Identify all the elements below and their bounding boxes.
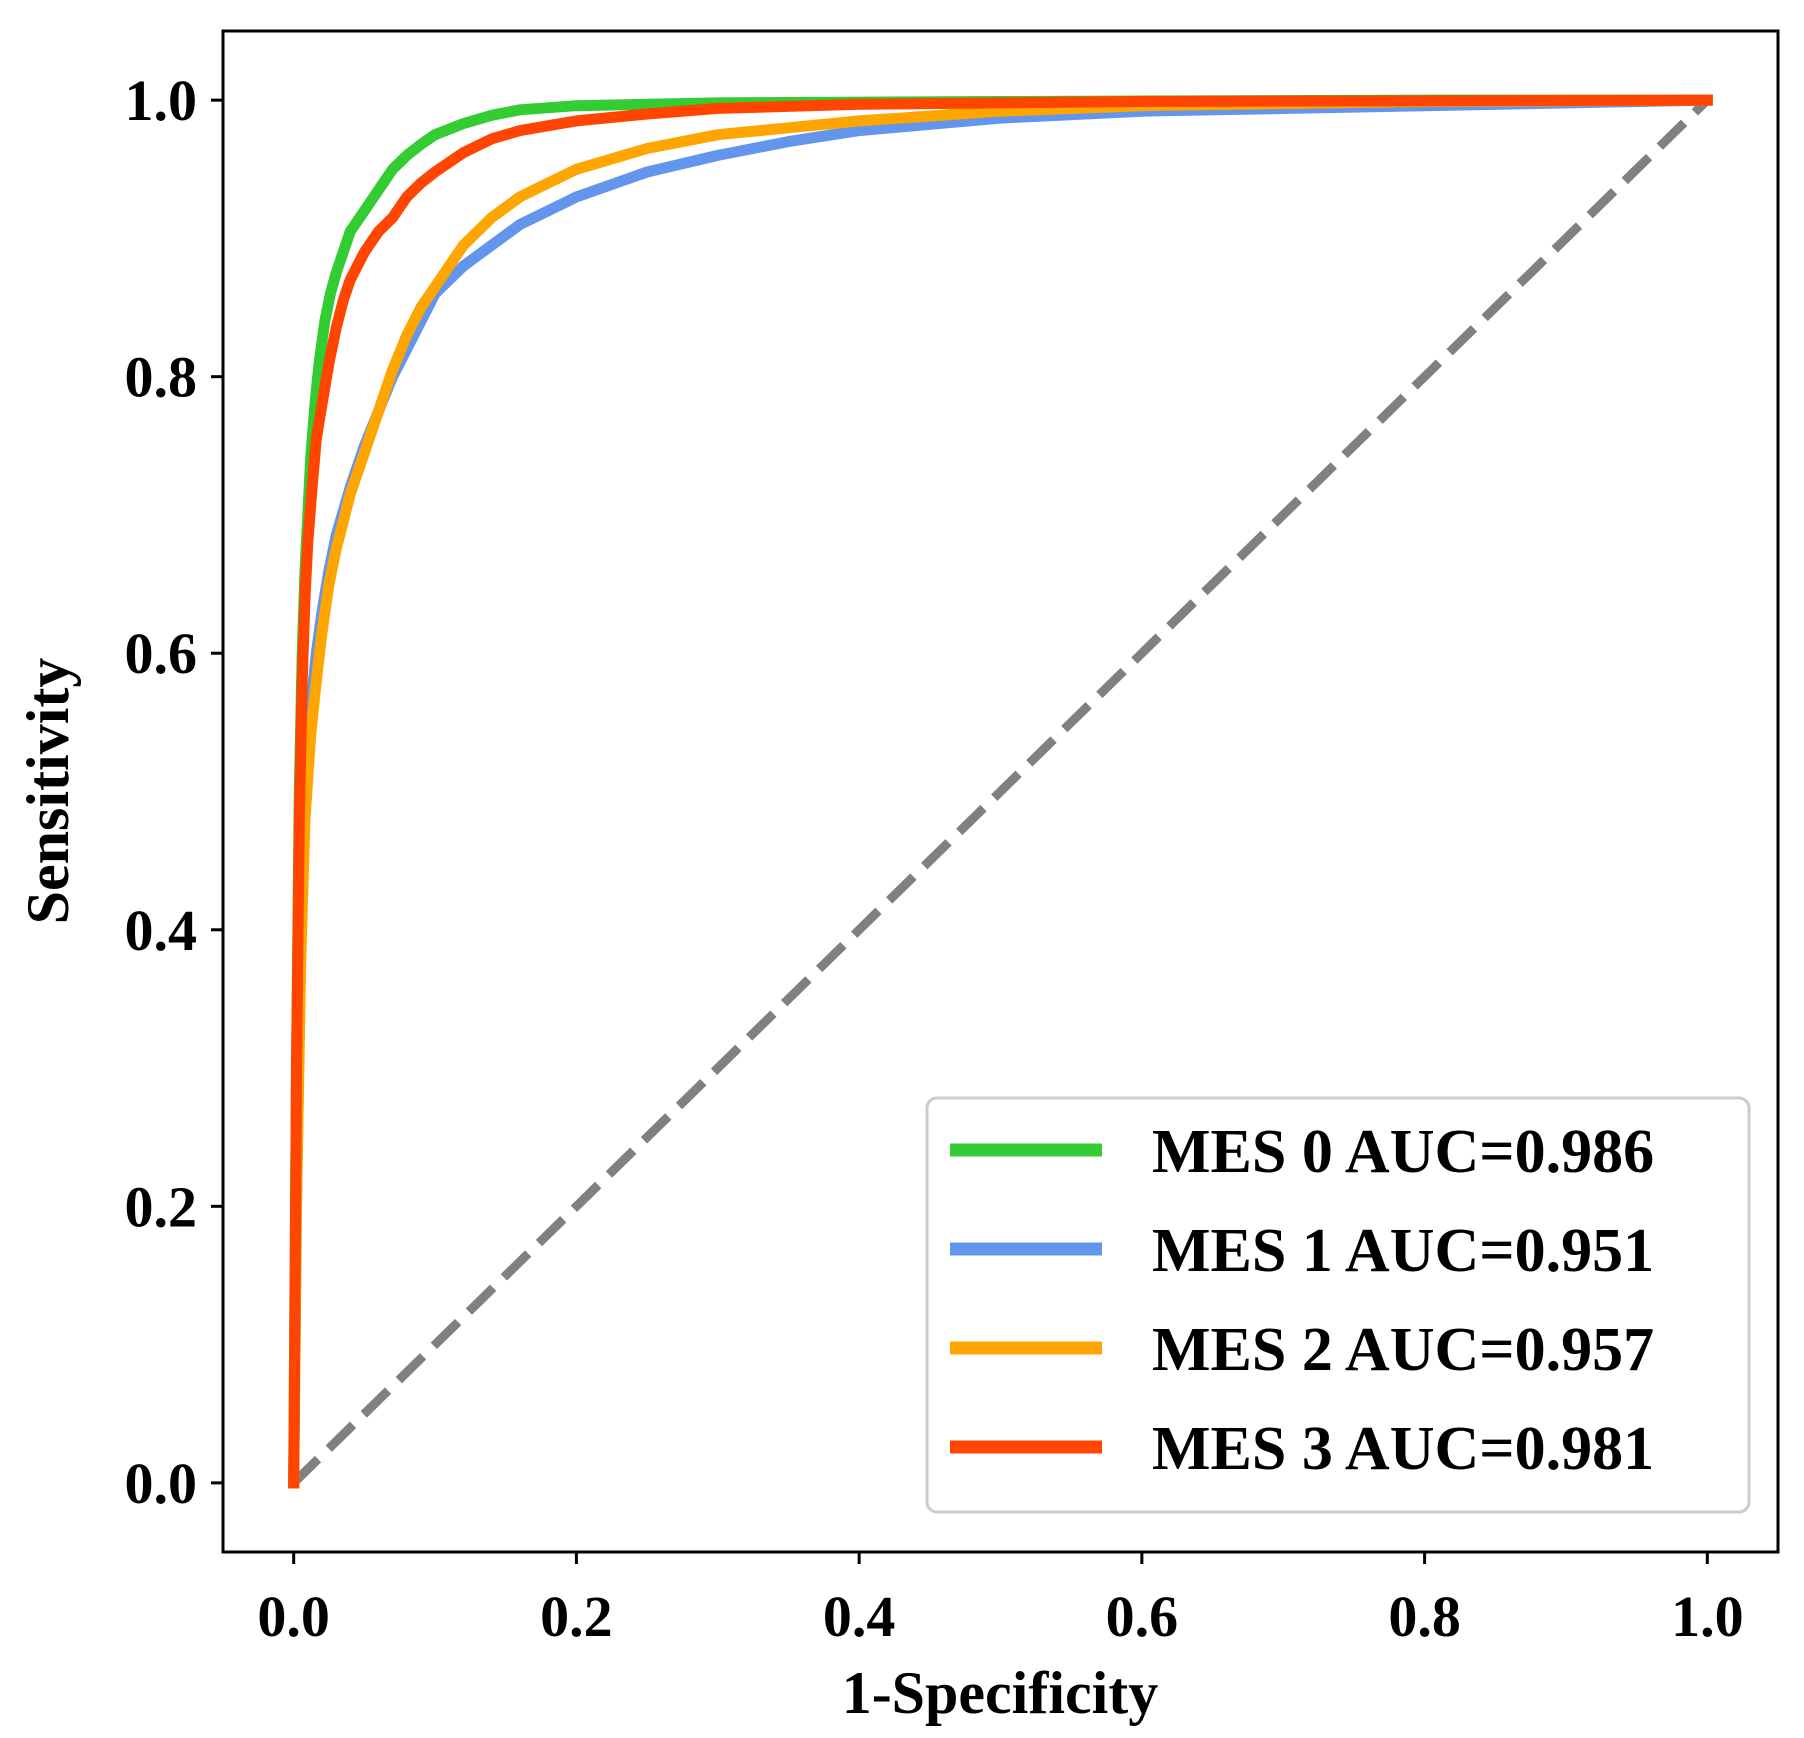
x-tick-label: 0.2 (540, 1584, 613, 1649)
y-tick-label: 0.4 (125, 898, 198, 963)
x-tick-label: 0.6 (1106, 1584, 1179, 1649)
legend-label: MES 3 AUC=0.981 (1152, 1415, 1654, 1483)
roc-line-series-2 (288, 94, 1713, 1489)
y-axis-label: Sensitivity (15, 658, 81, 925)
y-axis: 0.0 0.2 0.4 0.6 0.8 1.0 (125, 68, 223, 1516)
x-tick-label: 0.4 (823, 1584, 896, 1649)
x-axis: 0.0 0.2 0.4 0.6 0.8 1.0 (257, 1552, 1744, 1649)
legend-label: MES 2 AUC=0.957 (1152, 1316, 1654, 1384)
x-tick-label: 0.0 (257, 1584, 330, 1649)
legend-label: MES 1 AUC=0.951 (1152, 1217, 1654, 1285)
legend-box (925, 1096, 1751, 1514)
x-tick-label: 1.0 (1671, 1584, 1744, 1649)
chance-diagonal-line (290, 96, 1711, 1487)
legend: MES 0 AUC=0.986 MES 1 AUC=0.951 MES 2 AUC=… (925, 1096, 1751, 1514)
legend-label: MES 0 AUC=0.986 (1152, 1118, 1654, 1186)
y-tick-label: 0.2 (125, 1174, 198, 1239)
series-layer (288, 94, 1713, 1489)
y-tick-label: 0.8 (125, 345, 198, 410)
plot-frame (221, 29, 1780, 1554)
y-tick-label: 0.6 (125, 621, 198, 686)
x-axis-label: 1-Specificity (842, 1660, 1159, 1726)
y-tick-label: 0.0 (125, 1451, 198, 1516)
roc-line-series-3 (288, 94, 1713, 1489)
y-tick-label: 1.0 (125, 68, 198, 133)
x-tick-label: 0.8 (1388, 1584, 1461, 1649)
